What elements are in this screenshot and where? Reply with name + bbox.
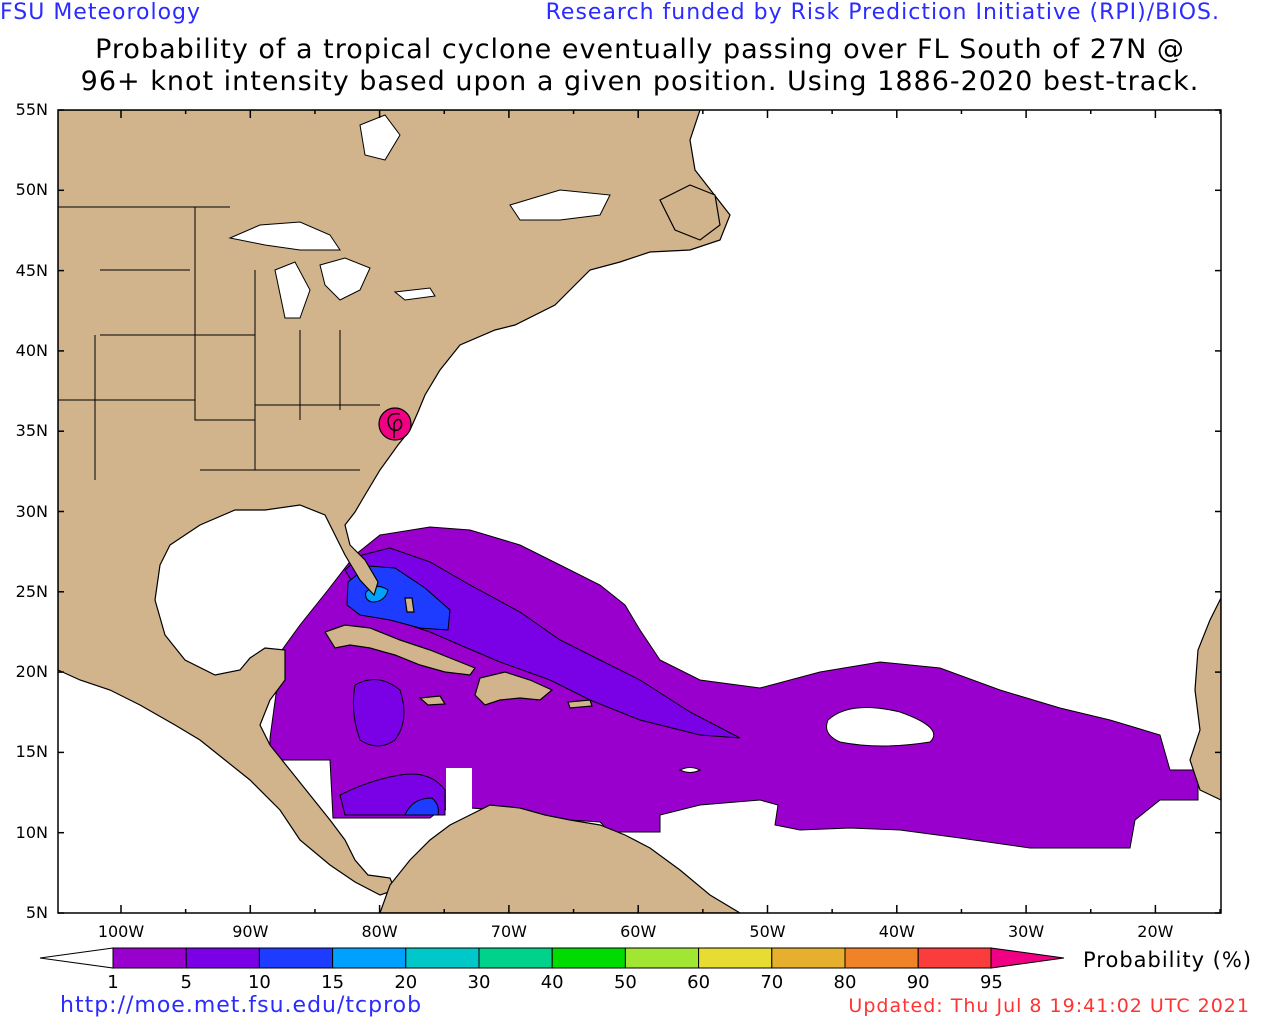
colorbar xyxy=(39,947,1065,969)
colorbar-label: 5 xyxy=(180,972,192,993)
probability-region-5-10 xyxy=(344,547,741,739)
colorbar-segment xyxy=(405,947,480,969)
colorbar-label: 15 xyxy=(321,972,345,993)
lat-label: 35N xyxy=(15,421,48,441)
colorbar-label: 30 xyxy=(467,972,491,993)
colorbar-label: 10 xyxy=(247,972,271,993)
colorbar-label: 20 xyxy=(394,972,418,993)
hispaniola xyxy=(474,671,554,706)
colorbar-segment xyxy=(844,947,919,969)
land xyxy=(58,110,1221,913)
probability-region-5-10-caribbean xyxy=(352,679,405,747)
lat-label: 50N xyxy=(15,180,48,200)
political-borders xyxy=(58,206,380,480)
title-line-2: 96+ knot intensity based upon a given po… xyxy=(80,66,1200,97)
header-left-credit: FSU Meteorology xyxy=(0,0,202,25)
lon-label: 80W xyxy=(361,922,398,941)
north-america xyxy=(58,110,731,896)
lon-label: 30W xyxy=(1008,922,1045,941)
axis-ticks xyxy=(58,109,1221,914)
colorbar-segment xyxy=(771,947,846,969)
colorbar-label: 70 xyxy=(760,972,784,993)
lat-label: 30N xyxy=(15,501,48,521)
colorbar-segment xyxy=(624,947,700,969)
lon-label: 40W xyxy=(878,922,915,941)
lat-label: 10N xyxy=(15,822,48,842)
colorbar-label: 50 xyxy=(613,972,637,993)
colorbar-segment xyxy=(332,947,407,969)
colorbar-segment xyxy=(917,947,992,969)
lat-label: 20N xyxy=(15,662,48,682)
south-america xyxy=(379,804,742,913)
bahamas xyxy=(404,597,415,613)
puerto-rico xyxy=(567,699,593,709)
probability-region-10-15-south xyxy=(404,797,439,816)
jamaica xyxy=(418,695,447,706)
colorbar-label: 1 xyxy=(107,972,119,993)
colorbar-segment xyxy=(112,947,187,969)
lon-label: 90W xyxy=(232,922,269,941)
africa xyxy=(1189,597,1221,801)
cuba xyxy=(324,624,476,676)
lon-label: 70W xyxy=(490,922,527,941)
colorbar-segment xyxy=(478,947,553,969)
lon-label: 100W xyxy=(97,922,145,941)
newfoundland xyxy=(659,184,721,241)
probability-hole-east xyxy=(826,707,935,747)
lat-label: 15N xyxy=(15,742,48,762)
colorbar-segment xyxy=(258,947,334,969)
lon-label: 60W xyxy=(620,922,657,941)
hurricane-symbol xyxy=(378,407,412,441)
lat-label: 55N xyxy=(15,100,48,119)
colorbar-high-arrow xyxy=(990,947,1065,969)
colorbar-segment xyxy=(551,947,626,969)
colorbar-label: 90 xyxy=(906,972,930,993)
great-lakes xyxy=(228,114,611,319)
colorbar-label: 95 xyxy=(979,972,1003,993)
probability-gap xyxy=(446,768,472,820)
colorbar-segment xyxy=(185,947,260,969)
footer-url[interactable]: http://moe.met.fsu.edu/tcprob xyxy=(60,993,423,1018)
probability-hole-small xyxy=(678,767,702,773)
lat-label: 40N xyxy=(15,340,48,360)
colorbar-label: 40 xyxy=(540,972,564,993)
colorbar-title: Probability (%) xyxy=(1083,948,1253,972)
footer-updated: Updated: Thu Jul 8 19:41:02 UTC 2021 xyxy=(848,995,1250,1017)
header-right-credit: Research funded by Risk Prediction Initi… xyxy=(545,0,1220,25)
colorbar-low-arrow xyxy=(39,947,114,969)
colorbar-label: 80 xyxy=(833,972,857,993)
map-body xyxy=(58,110,1221,913)
lat-label: 45N xyxy=(15,260,48,280)
lon-label: 50W xyxy=(749,922,786,941)
colorbar-label: 60 xyxy=(687,972,711,993)
colorbar-segment xyxy=(698,947,773,969)
title-line-1: Probability of a tropical cyclone eventu… xyxy=(95,34,1185,65)
lat-label: 5N xyxy=(25,903,48,922)
lat-label: 25N xyxy=(15,581,48,601)
lon-label: 20W xyxy=(1137,922,1174,941)
